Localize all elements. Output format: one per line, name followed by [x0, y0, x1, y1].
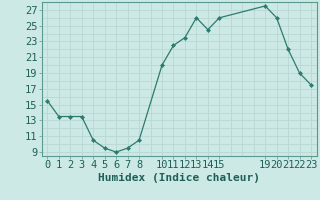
X-axis label: Humidex (Indice chaleur): Humidex (Indice chaleur) — [98, 173, 260, 183]
